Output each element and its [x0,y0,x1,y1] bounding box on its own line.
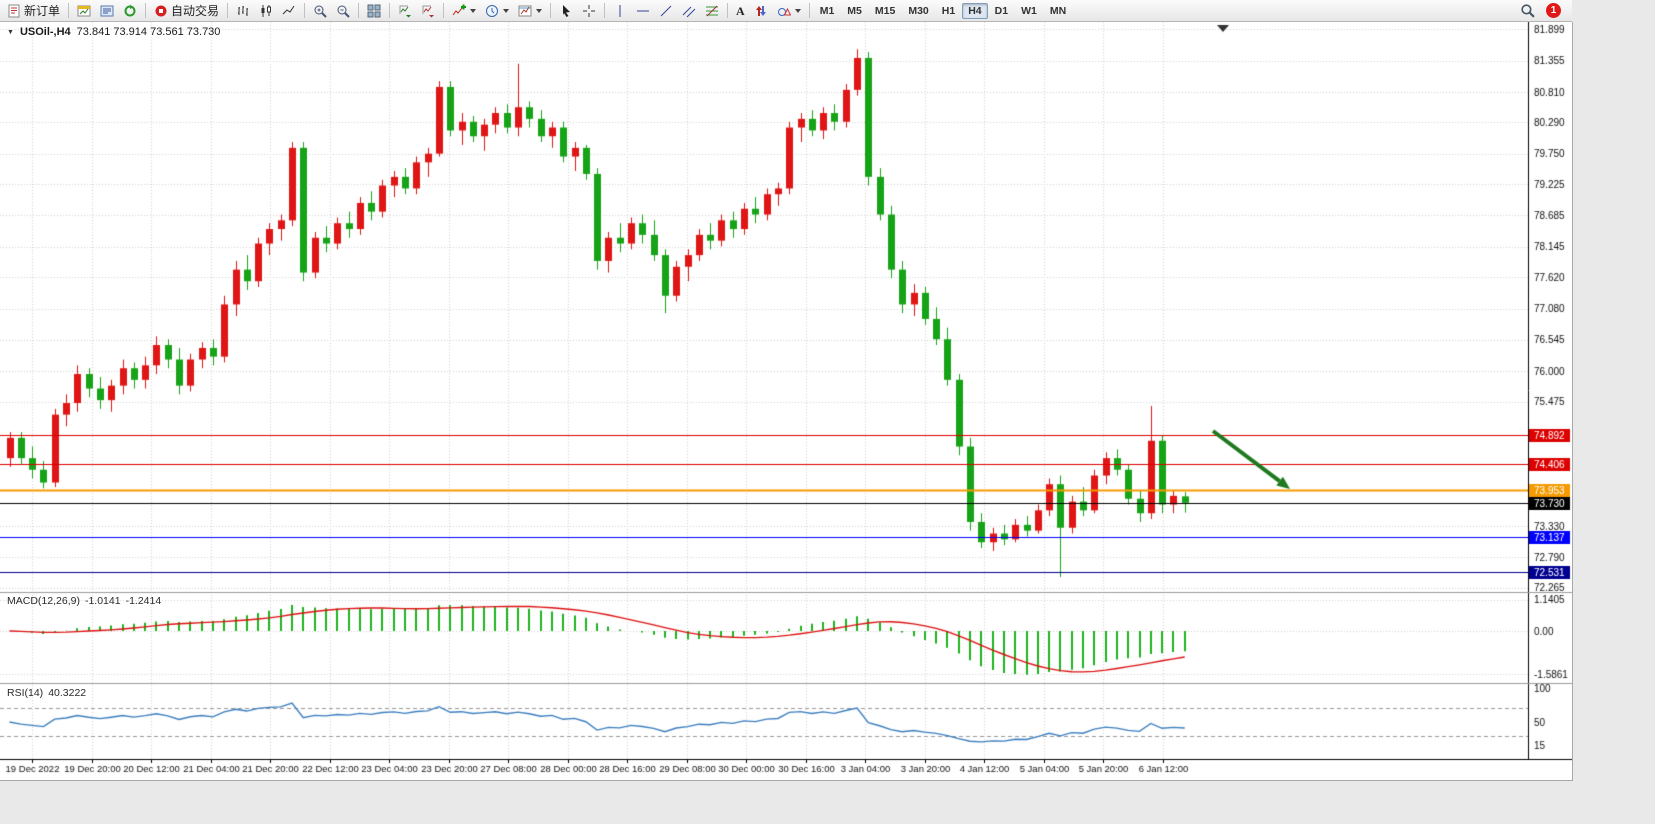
macd-title: MACD(12,26,9) [7,595,80,607]
cursor-button[interactable] [555,1,577,21]
macd-signal-value: -1.2414 [125,595,162,607]
timeframe-m30-button[interactable]: M30 [908,4,929,17]
line-chart-icon [282,4,296,18]
zoom-in-icon [313,4,327,18]
chart-canvas[interactable] [0,22,1572,780]
fibonacci-icon [705,4,719,18]
zoom-in-button[interactable] [309,1,331,21]
market-watch-button[interactable] [96,1,118,21]
crosshair-icon [582,4,596,18]
auto-trading-button[interactable]: 自动交易 [150,1,223,21]
symbol-title: USOil-,H4 [19,26,71,38]
horizontal-line-button[interactable] [632,1,654,21]
ohlc-values: 73.841 73.914 73.561 73.730 [76,26,221,38]
chart-shift-icon [421,4,435,18]
text-icon: A [736,3,745,18]
zoom-out-icon [336,4,350,18]
separator [443,3,445,18]
shapes-icon [777,4,791,18]
chevron-down-icon [470,8,477,13]
vertical-line-icon [613,4,627,18]
arrows-icon [754,4,768,18]
rsi-label: RSI(14) 40.3222 [7,687,86,699]
timeframe-m5-button[interactable]: M5 [847,4,862,17]
notification-badge[interactable]: 1 [1546,3,1561,18]
zoom-out-button[interactable] [332,1,354,21]
tile-windows-icon [367,4,381,18]
shapes-tool-button[interactable] [773,1,805,21]
macd-label: MACD(12,26,9) -1.0141 -1.2414 [7,595,161,607]
separator [604,3,606,18]
macd-main-value: -1.0141 [84,595,121,607]
channel-icon [682,4,696,18]
candlestick-icon [259,4,273,18]
separator [727,3,729,18]
new-chart-button[interactable] [73,1,95,21]
chevron-down-icon [536,8,543,13]
indicators-icon [452,4,467,18]
navigator-button[interactable] [119,1,141,21]
channel-button[interactable] [678,1,700,21]
bar-chart-button[interactable] [232,1,254,21]
toolbar-right-group: 1 [1516,1,1569,21]
new-order-label: 新订单 [24,4,61,18]
vertical-line-button[interactable] [609,1,631,21]
timeframe-w1-button[interactable]: W1 [1021,4,1037,17]
auto-trading-label: 自动交易 [171,4,220,18]
horizontal-line-icon [636,4,650,18]
separator [358,3,360,18]
auto-scroll-button[interactable] [394,1,416,21]
separator [550,3,552,18]
timeframe-h1-button[interactable]: H1 [941,4,956,17]
periods-icon [485,4,499,18]
new-chart-icon [77,4,91,18]
chart-header: ▼ USOil-,H4 73.841 73.914 73.561 73.730 [7,26,220,38]
navigator-icon [123,4,137,18]
chart-window [0,22,1573,781]
new-order-icon [7,4,21,18]
separator [304,3,306,18]
templates-button[interactable] [514,1,546,21]
timeframe-m15-button[interactable]: M15 [874,4,896,17]
separator [808,3,810,18]
chart-shift-button[interactable] [417,1,439,21]
search-button[interactable] [1516,1,1539,21]
chevron-down-icon [794,8,801,13]
text-tool-button[interactable]: A [732,1,749,21]
crosshair-button[interactable] [578,1,600,21]
rsi-title: RSI(14) [7,687,44,699]
new-order-button[interactable]: 新订单 [3,1,64,21]
autotrading-icon [154,4,168,18]
trendline-icon [659,4,673,18]
templates-icon [518,4,532,18]
rsi-value: 40.3222 [48,687,87,699]
search-icon [1520,3,1535,18]
cursor-icon [559,4,573,18]
bar-chart-icon [236,4,250,18]
arrows-tool-button[interactable] [750,1,772,21]
timeframe-m1-button[interactable]: M1 [819,4,835,17]
separator [145,3,147,18]
collapse-triangle-icon[interactable]: ▼ [7,28,14,36]
toolbar: 新订单 自动交易 [0,0,1572,22]
trendline-button[interactable] [655,1,677,21]
chevron-down-icon [503,8,510,13]
separator [227,3,229,18]
line-chart-button[interactable] [278,1,300,21]
indicators-button[interactable] [448,1,480,21]
separator [68,3,70,18]
timeframe-mn-button[interactable]: MN [1049,4,1067,17]
periods-button[interactable] [481,1,513,21]
fibonacci-button[interactable] [701,1,723,21]
tile-windows-button[interactable] [363,1,385,21]
timeframe-h4-button[interactable]: H4 [962,2,988,19]
candlestick-button[interactable] [255,1,277,21]
auto-scroll-icon [398,4,412,18]
market-watch-icon [100,4,114,18]
timeframe-d1-button[interactable]: D1 [994,4,1009,17]
separator [389,3,391,18]
